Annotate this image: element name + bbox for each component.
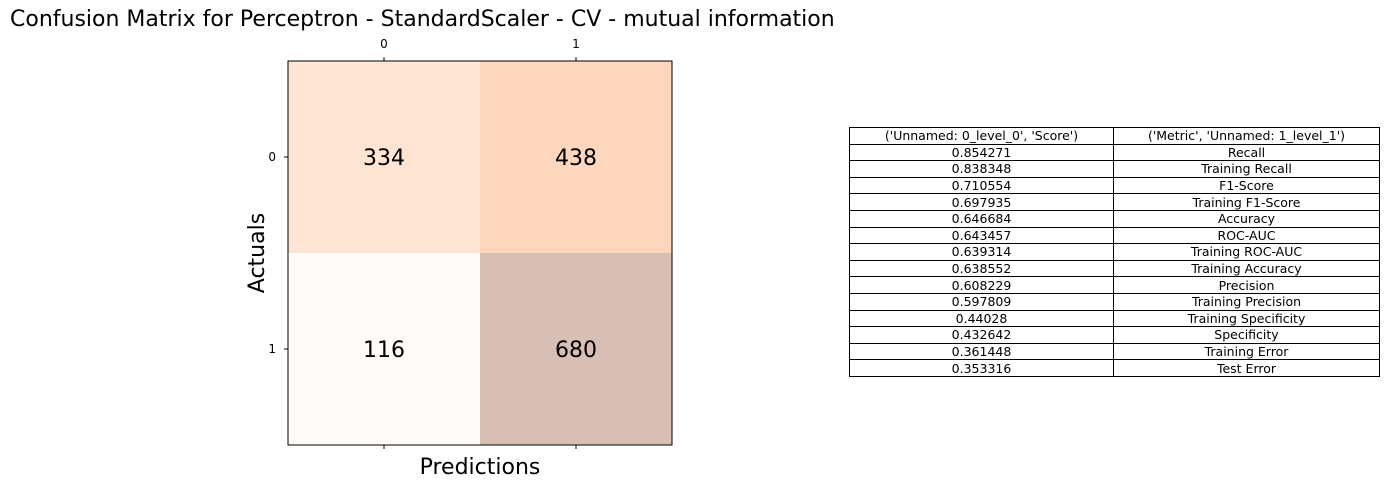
y-tick-label: 0 [268,150,276,164]
table-row: 0.638552 Training Accuracy [849,259,1380,278]
score-cell: 0.353316 [849,359,1114,377]
table-row: 0.432642 Specificity [849,326,1380,344]
metric-cell: Training F1-Score [1113,193,1380,211]
x-axis-label: Predictions [420,455,541,480]
score-cell: 0.838348 [849,160,1114,178]
metric-cell: Training ROC-AUC [1113,243,1380,261]
table-row: 0.353316 Test Error [849,359,1380,377]
matrix-cell [288,253,480,445]
table-row: 0.854271 Recall [849,143,1380,162]
column-header-score: ('Unnamed: 0_level_0', 'Score') [849,127,1114,145]
metric-cell: Training Recall [1113,160,1380,178]
cell-value-label: 334 [363,146,405,171]
table-row: 0.597809 Training Precision [849,292,1380,311]
chart-title: Confusion Matrix for Perceptron - Standa… [10,7,835,32]
table-header-row: ('Unnamed: 0_level_0', 'Score') ('Metric… [849,127,1380,145]
table-row: 0.608229 Precision [849,276,1380,294]
cell-value-label: 438 [555,146,597,171]
score-cell: 0.44028 [849,309,1114,328]
confusion-matrix: 334 438 116 680 0 1 0 1 Predictions Actuals [245,37,673,480]
metric-cell: ROC-AUC [1113,226,1380,245]
metric-cell: Precision [1113,276,1380,294]
y-tick-label: 1 [268,342,276,356]
matrix-cell [480,61,672,253]
column-header-metric: ('Metric', 'Unnamed: 1_level_1') [1113,127,1380,145]
metric-cell: F1-Score [1113,176,1380,195]
metrics-table-body: 0.854271 Recall 0.838348 Training Recall 0.7… [849,143,1380,377]
table-row: 0.710554 F1-Score [849,176,1380,195]
matrix-cell [288,61,480,253]
metric-cell: Test Error [1113,359,1380,377]
metric-cell: Training Accuracy [1113,259,1380,278]
table-row: 0.838348 Training Recall [849,160,1380,178]
table-row: 0.361448 Training Error [849,342,1380,361]
cell-value-label: 116 [363,338,405,363]
table-row: 0.639314 Training ROC-AUC [849,243,1380,261]
metric-cell: Accuracy [1113,209,1380,228]
matrix-ticks: 0 1 0 1 [268,37,580,449]
score-cell: 0.697935 [849,193,1114,211]
matrix-frame [287,60,673,446]
score-cell: 0.608229 [849,276,1114,294]
cell-value-label: 680 [555,338,597,363]
score-cell: 0.854271 [849,143,1114,162]
matrix-cells: 334 438 116 680 [288,61,672,445]
matrix-cell [480,253,672,445]
score-cell: 0.646684 [849,209,1114,228]
x-tick-label: 1 [572,37,580,51]
score-cell: 0.638552 [849,259,1114,278]
metric-cell: Training Specificity [1113,309,1380,328]
metric-cell: Recall [1113,143,1380,162]
metric-cell: Training Precision [1113,292,1380,311]
table-row: 0.646684 Accuracy [849,209,1380,228]
score-cell: 0.432642 [849,326,1114,344]
x-tick-label: 0 [380,37,388,51]
metric-cell: Specificity [1113,326,1380,344]
metrics-table: ('Unnamed: 0_level_0', 'Score') ('Metric… [849,127,1380,377]
score-cell: 0.361448 [849,342,1114,361]
table-row: 0.697935 Training F1-Score [849,193,1380,211]
table-row: 0.44028 Training Specificity [849,309,1380,328]
score-cell: 0.639314 [849,243,1114,261]
score-cell: 0.710554 [849,176,1114,195]
score-cell: 0.643457 [849,226,1114,245]
metric-cell: Training Error [1113,342,1380,361]
table-row: 0.643457 ROC-AUC [849,226,1380,245]
y-axis-label: Actuals [245,213,270,293]
score-cell: 0.597809 [849,292,1114,311]
